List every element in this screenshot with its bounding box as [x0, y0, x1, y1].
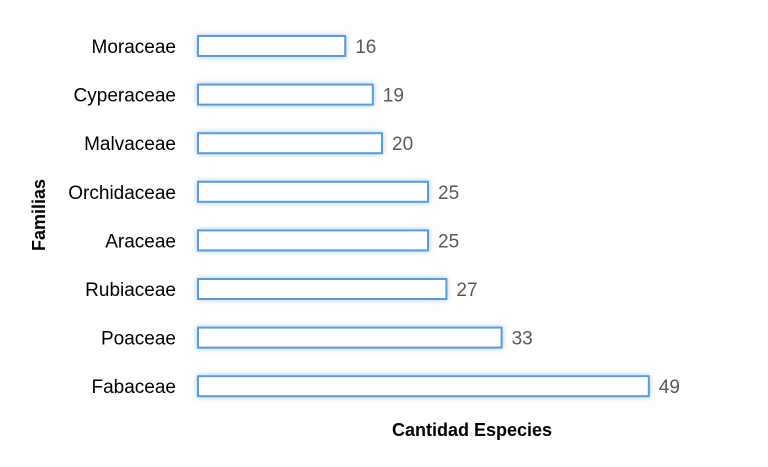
category-label-araceae: Araceae [105, 231, 176, 252]
value-label-cyperaceae: 19 [383, 86, 404, 107]
bar-cyperaceae [197, 83, 374, 106]
labels-group: Moraceae 16 Cyperaceae 19 Malvaceae 20 Orchida… [68, 37, 680, 398]
value-label-fabaceae: 49 [659, 377, 680, 398]
x-axis-title: Cantidad Especies [392, 420, 552, 440]
category-label-malvaceae: Malvaceae [84, 134, 176, 155]
bar-malvaceae [197, 132, 383, 155]
value-label-poaceae: 33 [512, 329, 533, 350]
bars-group [197, 35, 650, 398]
category-label-orchidaceae: Orchidaceae [68, 183, 176, 204]
category-label-poaceae: Poaceae [101, 329, 176, 350]
bar-orchidaceae [197, 180, 429, 203]
value-label-rubiaceae: 27 [456, 280, 477, 301]
bar-araceae [197, 229, 429, 252]
value-label-araceae: 25 [438, 231, 459, 252]
value-label-malvaceae: 20 [392, 134, 413, 155]
y-axis-title: Familias [29, 179, 49, 251]
category-label-rubiaceae: Rubiaceae [85, 280, 176, 301]
category-label-moraceae: Moraceae [92, 37, 177, 58]
category-label-cyperaceae: Cyperaceae [74, 86, 176, 107]
value-label-orchidaceae: 25 [438, 183, 459, 204]
value-label-moraceae: 16 [355, 37, 376, 58]
bar-moraceae [197, 35, 347, 57]
bar-fabaceae [197, 375, 650, 398]
bar-rubiaceae [197, 278, 448, 300]
category-label-fabaceae: Fabaceae [91, 377, 176, 398]
bar-poaceae [197, 326, 503, 349]
